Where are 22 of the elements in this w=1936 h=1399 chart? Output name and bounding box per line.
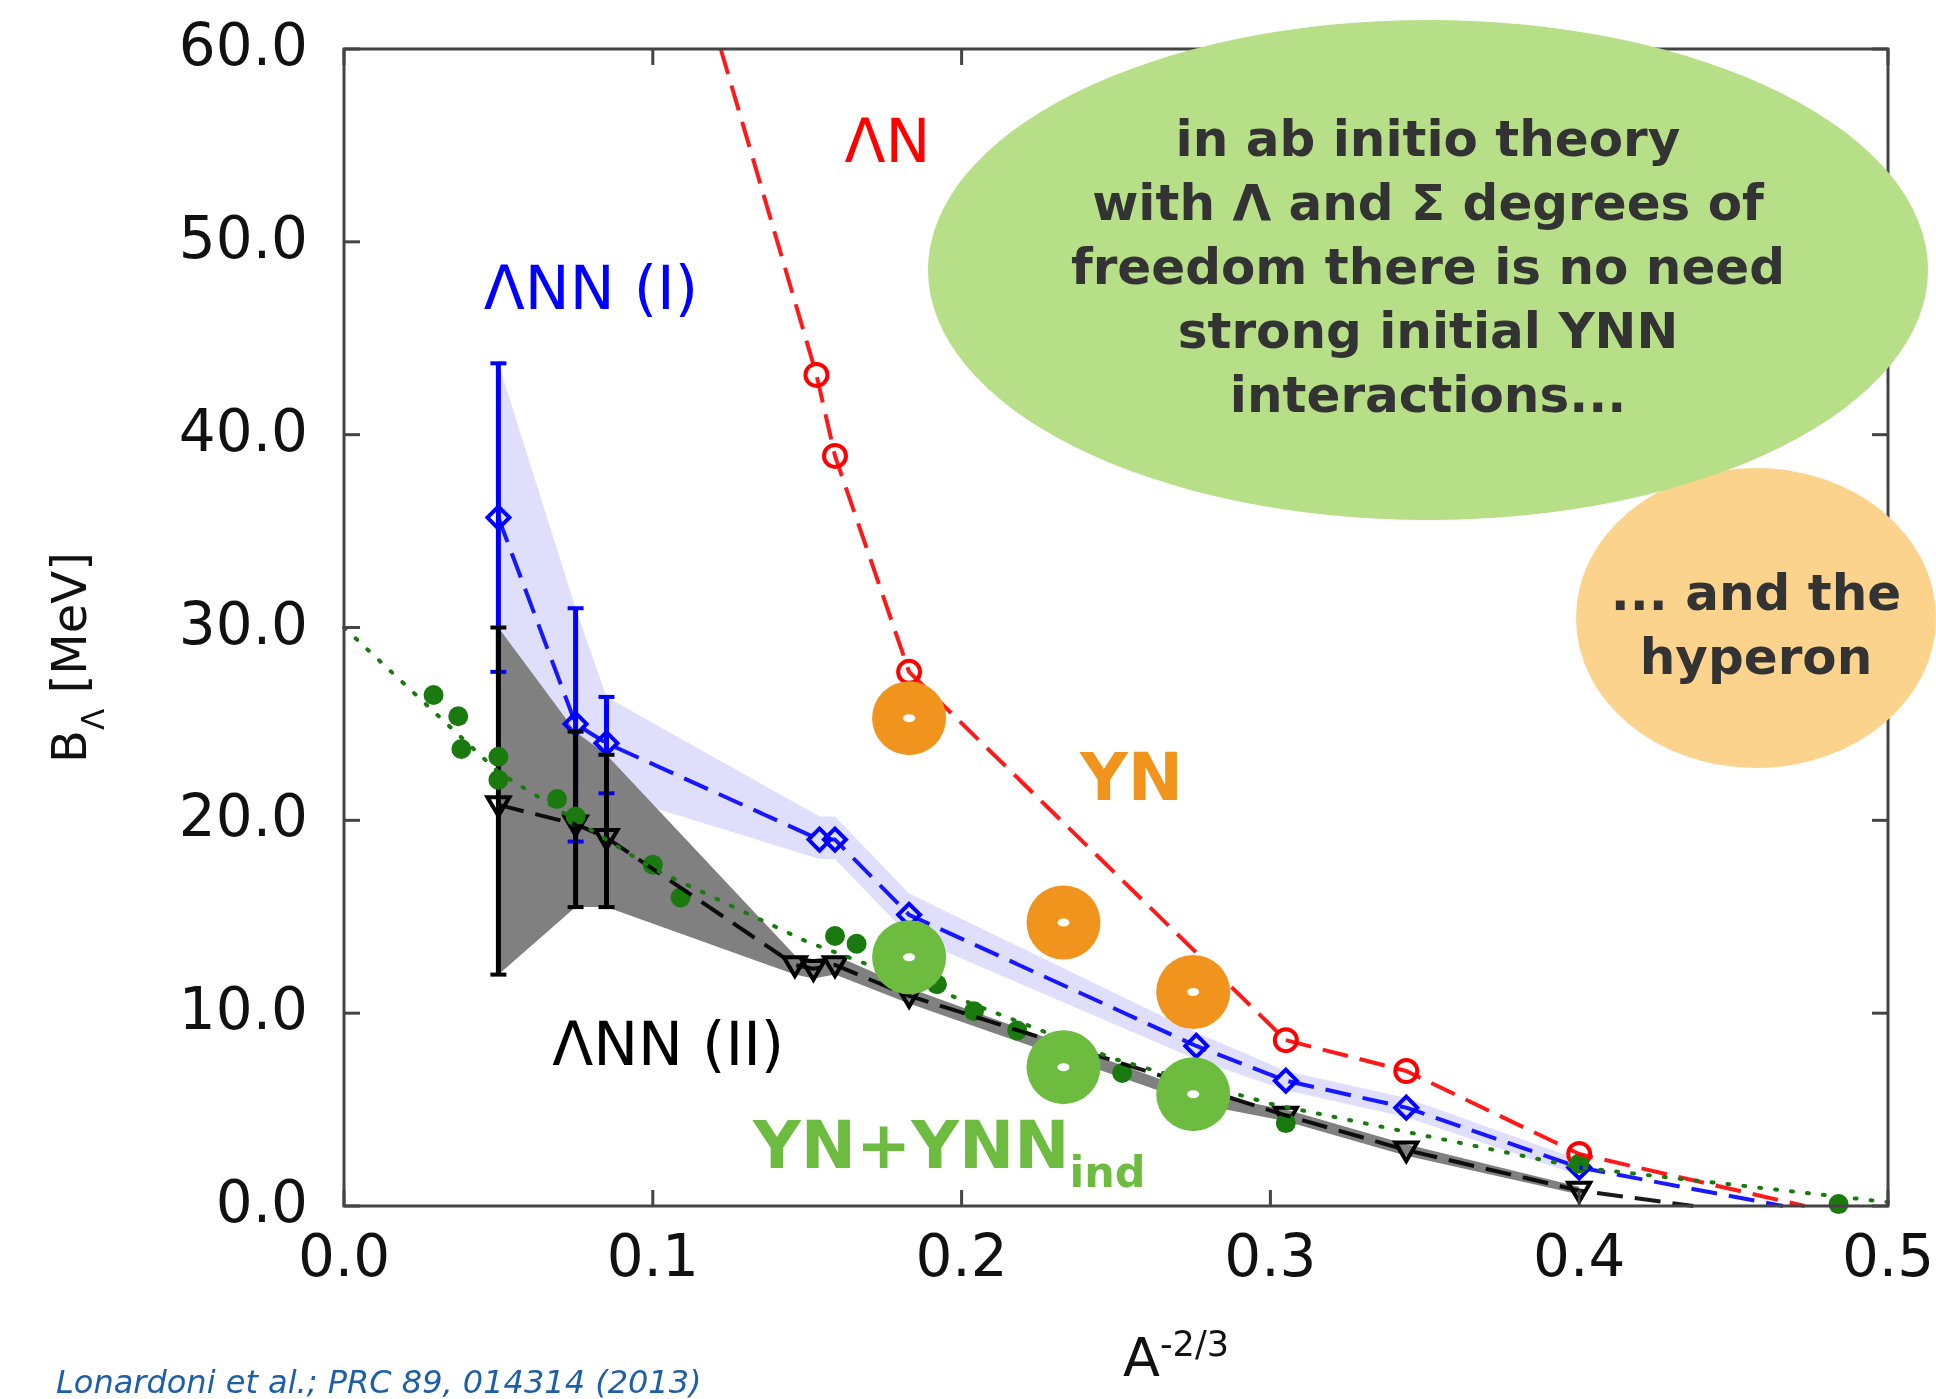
series-label: YN+YNN$_{ind}$ (751, 1107, 1146, 1197)
x-tick-label: 0.3 (1224, 1222, 1317, 1290)
x-tick-label: 0.2 (915, 1222, 1008, 1290)
x-axis-title: A$^{-2/3}$ (1122, 1322, 1230, 1389)
y-tick-label: 30.0 (178, 589, 308, 658)
annotation: ... and the hyperon (1610, 563, 1902, 686)
speech-bubble: in ab initio theory with Λ and Σ degrees of freedom there is no need strong initial YNN interactions... (928, 20, 1928, 520)
speech-bubble: ... and the hyperon (1576, 468, 1936, 768)
series-label: YN (1078, 738, 1183, 816)
annotation: in ab initio theory with Λ and Σ degrees of freedom there is no need strong initial YNN interactions... (1070, 109, 1786, 424)
y-tick-label: 20.0 (178, 782, 308, 851)
x-tick-label: 0.4 (1533, 1222, 1626, 1290)
series-label: ΛNN (II) (552, 1008, 785, 1079)
x-tick-label: 0.5 (1841, 1222, 1935, 1290)
y-tick-label: 10.0 (178, 975, 308, 1044)
text: ΛNN (I) (483, 252, 699, 323)
y-tick-label: 40.0 (178, 396, 308, 465)
x-tick-label: 0.1 (606, 1222, 699, 1290)
text: ΛN (844, 106, 931, 177)
y-tick-label: 50.0 (178, 203, 308, 272)
text: Lonardoni et al.; PRC 89, 014314 (2013) (56, 1363, 702, 1399)
y-tick-label: 60.0 (178, 11, 308, 80)
